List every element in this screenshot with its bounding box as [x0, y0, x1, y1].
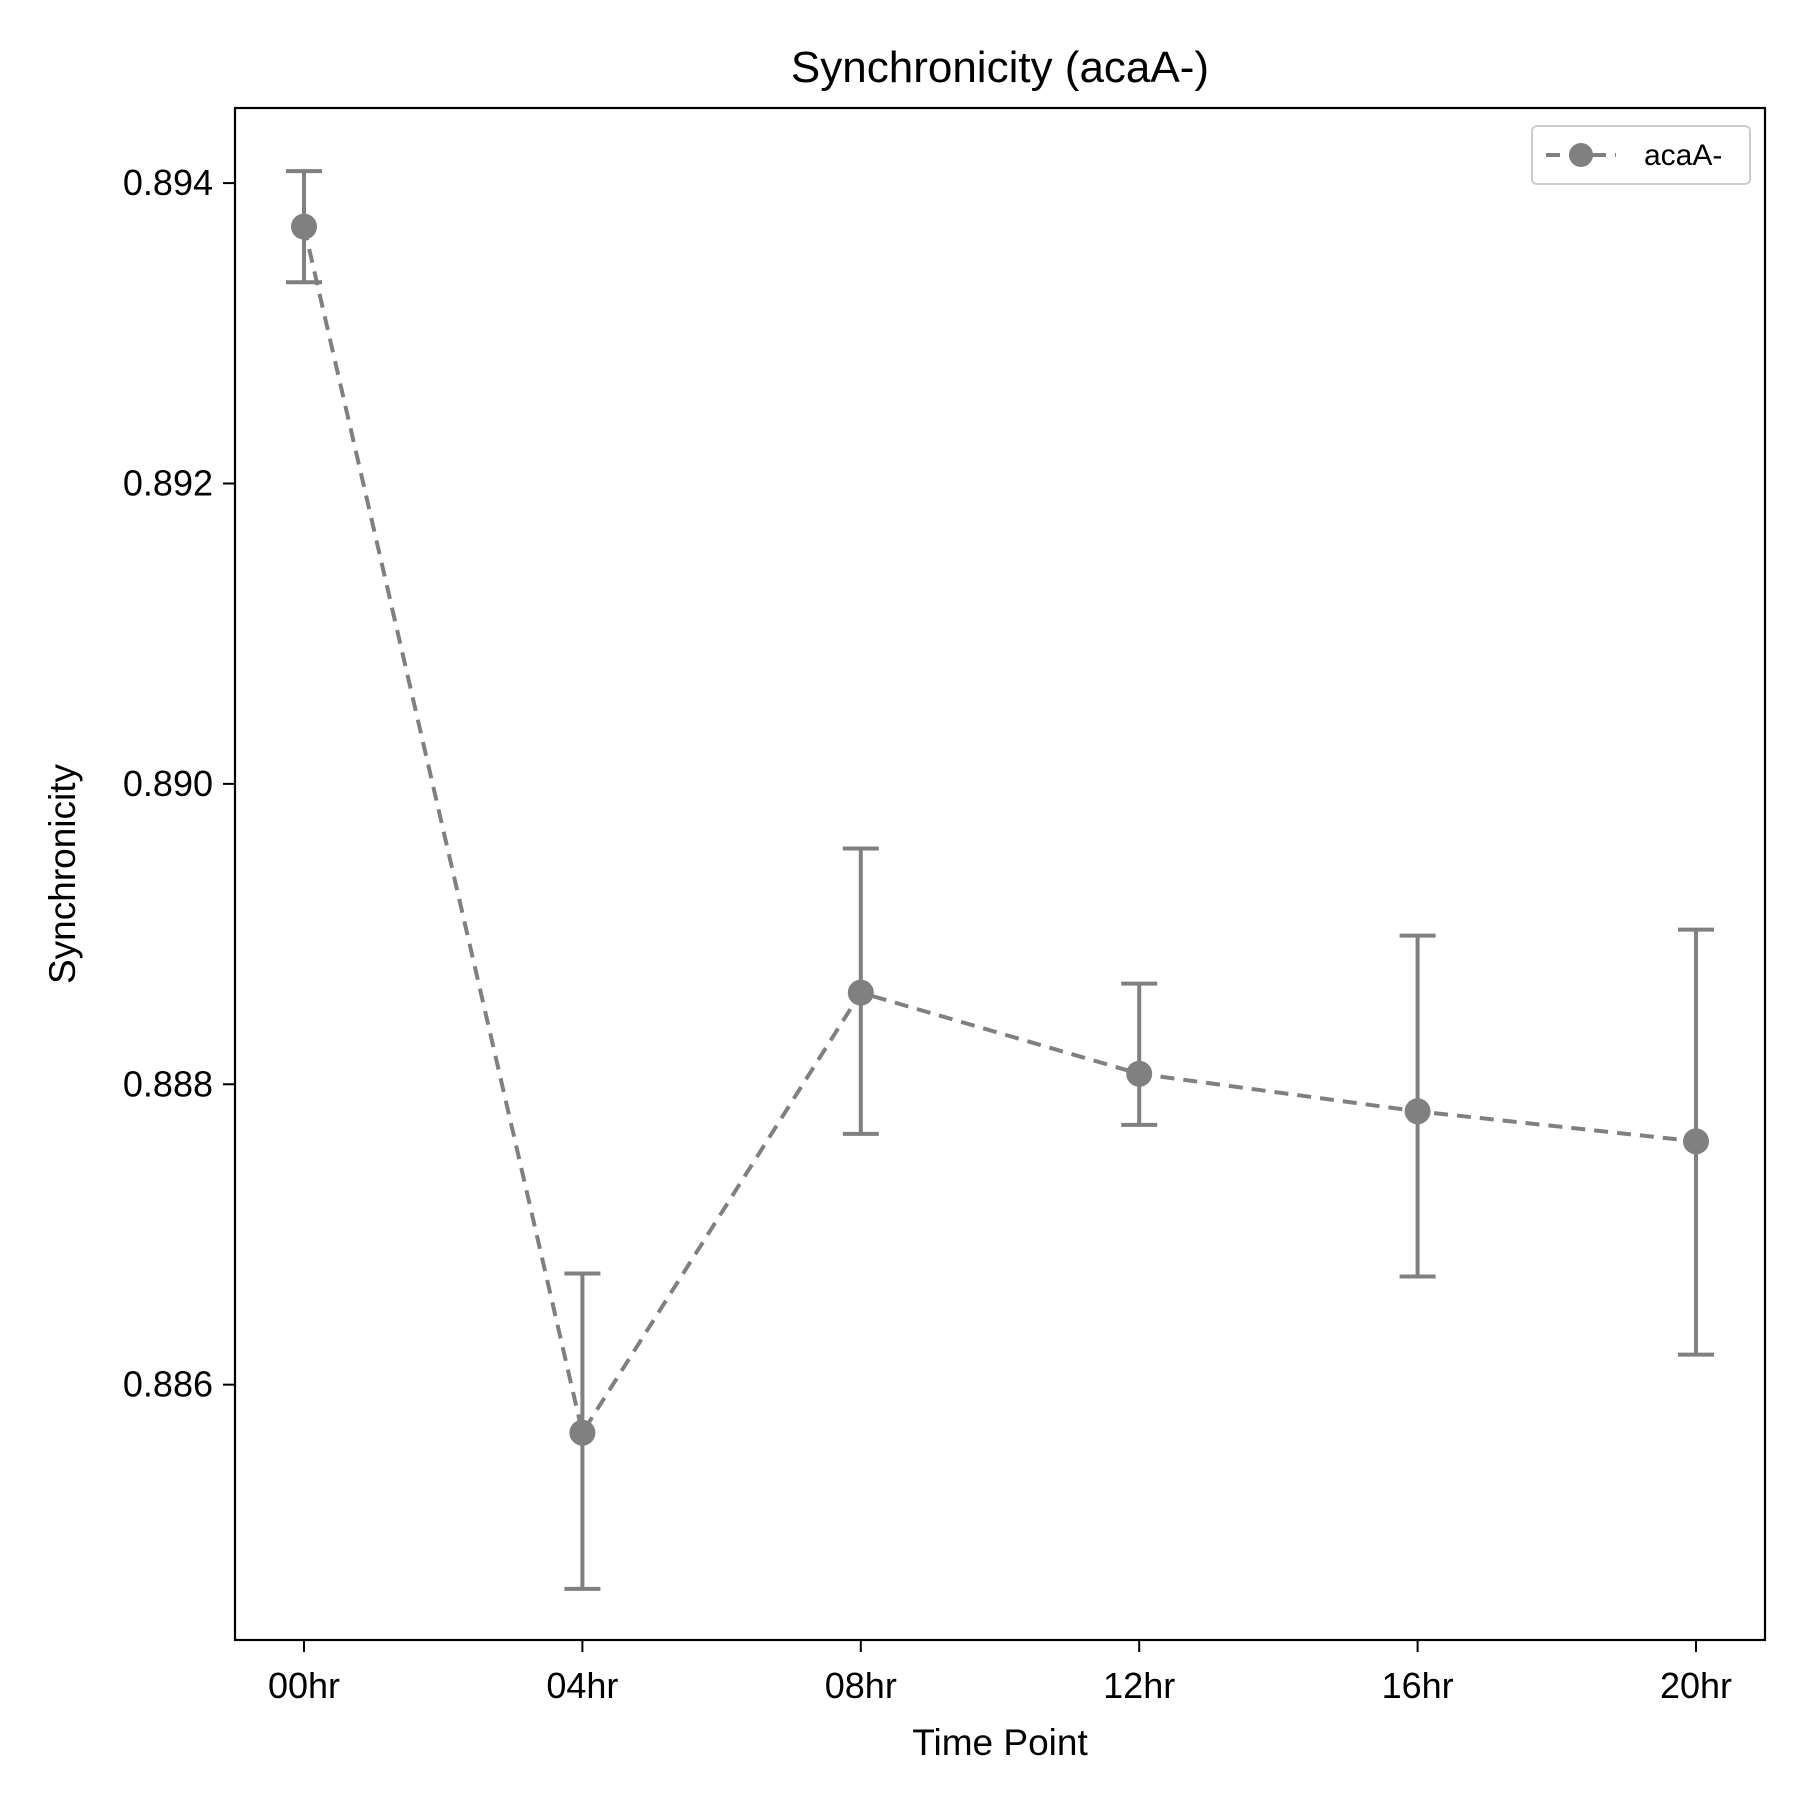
- y-axis-label: Synchronicity: [42, 763, 83, 984]
- legend: acaA-: [1531, 125, 1751, 185]
- data-point: [291, 213, 317, 240]
- x-tick-label: 00hr: [268, 1665, 340, 1706]
- y-tick-label: 0.890: [123, 763, 213, 804]
- x-tick-label: 12hr: [1103, 1665, 1175, 1706]
- legend-box: [1531, 125, 1751, 185]
- y-tick-label: 0.888: [123, 1063, 213, 1104]
- x-tick-label: 16hr: [1382, 1665, 1454, 1706]
- data-point: [1404, 1098, 1431, 1125]
- y-tick-label: 0.892: [123, 462, 213, 503]
- legend-marker: [1569, 143, 1593, 167]
- plot-frame: [233, 106, 1767, 1642]
- x-tick-label: 20hr: [1660, 1665, 1732, 1706]
- x-axis-label: Time Point: [912, 1722, 1088, 1763]
- y-tick-label: 0.886: [123, 1364, 213, 1405]
- legend-label: acaA-: [1644, 139, 1722, 172]
- data-point: [1683, 1128, 1709, 1155]
- series-acaA-: [286, 169, 1714, 1591]
- data-point: [569, 1419, 596, 1446]
- chart-title: Synchronicity (acaA-): [791, 43, 1209, 92]
- data-point: [1126, 1060, 1153, 1087]
- x-tick-label: 08hr: [825, 1665, 897, 1706]
- series-line: [302, 226, 1697, 1438]
- x-tick-label: 04hr: [546, 1665, 618, 1706]
- axis-layer: 00hr 04hr 08hr 12hr 16hr 20hr 0.886 0.888 0.890 0…: [123, 162, 1732, 1706]
- plot-layer: [286, 169, 1714, 1591]
- data-point: [847, 979, 874, 1006]
- y-tick-label: 0.894: [123, 162, 213, 203]
